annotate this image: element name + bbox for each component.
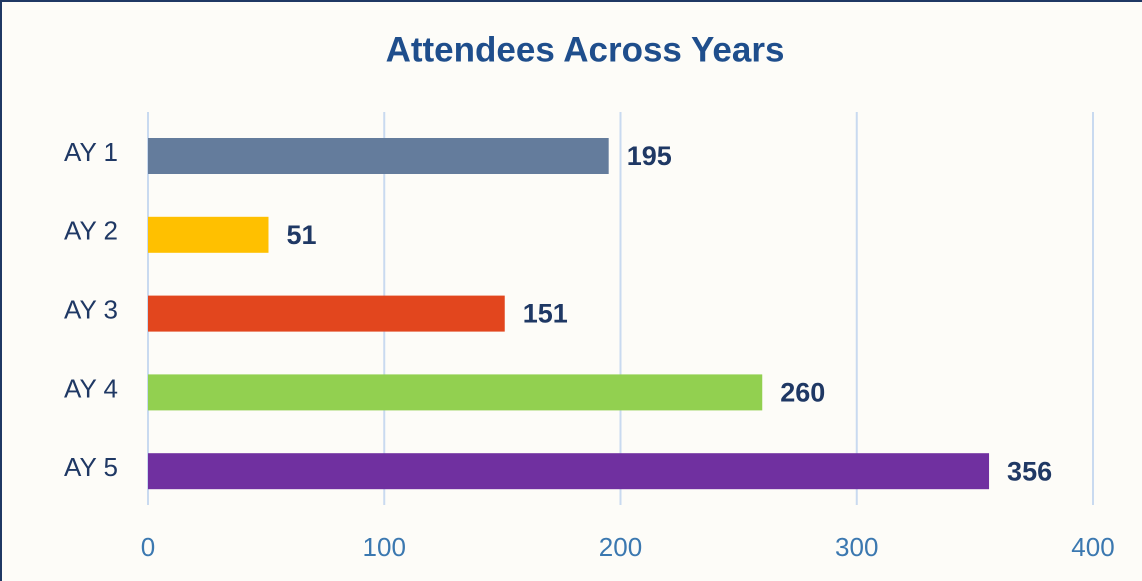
chart-title: Attendees Across Years (386, 30, 785, 69)
x-tick-label: 100 (363, 532, 406, 562)
bar (148, 138, 609, 174)
y-tick-label: AY 5 (64, 452, 118, 482)
bar (148, 374, 763, 411)
y-tick-label: AY 4 (64, 373, 118, 403)
y-tick-label: AY 3 (64, 294, 118, 324)
y-tick-label: AY 2 (64, 216, 118, 246)
data-label: 195 (627, 141, 672, 171)
x-tick-label: 0 (141, 532, 155, 562)
y-tick-label: AY 1 (64, 137, 118, 167)
x-tick-label: 300 (835, 532, 878, 562)
data-label: 356 (1007, 456, 1052, 486)
data-label: 51 (286, 220, 316, 250)
x-tick-label: 200 (599, 532, 642, 562)
data-label: 260 (780, 378, 825, 408)
x-tick-label: 400 (1071, 532, 1114, 562)
data-label: 151 (523, 299, 568, 329)
bar (148, 453, 990, 490)
bar (148, 295, 505, 332)
bar (148, 216, 269, 253)
